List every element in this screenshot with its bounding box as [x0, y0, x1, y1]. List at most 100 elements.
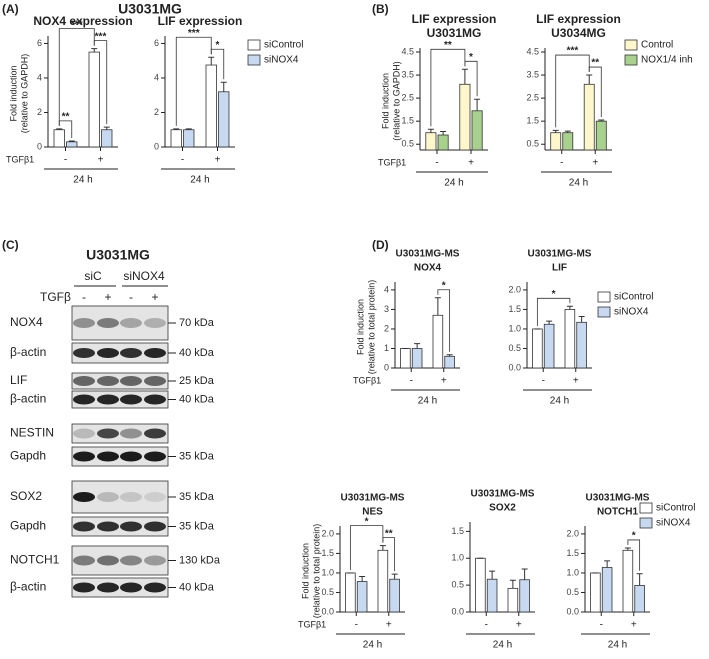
blot-strip	[71, 423, 169, 444]
marker-label: 40 kDa	[179, 393, 215, 405]
blot-group: siC	[84, 269, 102, 283]
blot-row-label: β-actin	[10, 345, 46, 359]
chart-title: U3031MG	[427, 26, 482, 40]
bar	[425, 132, 437, 151]
bar	[519, 579, 530, 613]
y-tick-label: 2	[384, 323, 389, 333]
legend-swatch	[247, 54, 261, 66]
bar	[432, 314, 444, 369]
error-bar	[173, 128, 180, 130]
marker-label: 130 kDa	[179, 554, 221, 566]
blot-band	[97, 394, 119, 405]
y-tick-label: 1.5	[526, 116, 539, 126]
marker-label: 70 kDa	[179, 317, 215, 329]
x-tick-label: +	[573, 376, 579, 387]
blot-row-label: NOTCH1	[10, 553, 60, 567]
lane-label: +	[151, 290, 158, 304]
blot-band	[97, 492, 119, 502]
sig-bracket	[464, 60, 478, 97]
error-bar	[446, 354, 453, 357]
chart-title: NOTCH1	[597, 507, 639, 518]
bar	[356, 581, 368, 613]
sig-label: ***	[71, 19, 83, 30]
error-bar	[624, 547, 631, 551]
x-tick-label: -	[64, 155, 67, 166]
y-tick-label: 0	[384, 362, 389, 372]
y-tick-label: 6	[154, 38, 159, 48]
blot-band	[73, 318, 95, 328]
legend-swatch	[597, 306, 611, 318]
sig-label: **	[591, 58, 599, 69]
x-tick-label: +	[516, 620, 522, 631]
y-tick-label: 1.5	[566, 548, 579, 558]
error-bar	[566, 305, 573, 310]
error-bar	[359, 575, 366, 582]
x-tick-label: -	[542, 376, 545, 387]
blot-band	[73, 492, 95, 502]
blot-band	[120, 582, 142, 593]
y-tick-label: 0.5	[401, 139, 414, 149]
sig-label: ***	[188, 28, 200, 39]
group-label: 24 h	[550, 396, 569, 407]
bar	[583, 83, 595, 151]
error-bar	[220, 81, 227, 92]
bar	[564, 309, 576, 369]
bar	[486, 578, 498, 613]
error-bar	[461, 68, 468, 85]
legend-swatch	[639, 502, 653, 514]
sig-bracket	[58, 28, 95, 126]
marker-label: 25 kDa	[179, 375, 215, 387]
blot-band	[144, 318, 166, 328]
y-tick-label: 4	[154, 72, 159, 82]
error-bar	[546, 320, 553, 325]
y-axis-label: (relative to GAPDH)	[19, 54, 29, 134]
lane-label: -	[129, 290, 133, 304]
legend-swatch	[624, 54, 638, 66]
blot-title: U3031MG	[86, 247, 150, 263]
y-tick-label: 6	[37, 38, 42, 48]
blot-band	[97, 521, 119, 532]
x-tick-label: +	[386, 620, 392, 631]
bar	[101, 129, 113, 148]
bar	[66, 141, 78, 148]
y-tick-label: 2.0	[321, 528, 334, 538]
error-bar	[474, 98, 481, 111]
error-bar	[564, 130, 571, 133]
blot-band	[97, 555, 119, 566]
legend-swatch	[639, 517, 653, 529]
legend-label: siNOX4	[656, 518, 691, 529]
legend-label: siControl	[656, 503, 695, 514]
group-label: 24 h	[444, 178, 463, 189]
y-tick-label: 4	[37, 72, 42, 82]
blot-band	[144, 394, 166, 405]
bar	[562, 132, 574, 151]
x-axis-label: TGFβ1	[6, 154, 34, 164]
marker-label: 35 kDa	[179, 491, 215, 503]
marker-label: 35 kDa	[179, 450, 215, 462]
lane-label: -	[82, 290, 86, 304]
panel-label: (B)	[372, 2, 389, 16]
panel-heading: U3031MG	[118, 1, 182, 17]
bar	[576, 321, 587, 369]
bar	[205, 64, 217, 148]
y-tick-label: 1.5	[401, 116, 414, 126]
error-bar	[391, 573, 398, 580]
y-tick-label: 0.0	[566, 606, 579, 616]
panel-label: (C)	[2, 238, 19, 252]
y-tick-label: 3.5	[526, 69, 539, 79]
bar	[475, 557, 486, 613]
sig-label: *	[469, 52, 473, 63]
bar	[437, 134, 449, 151]
blot-band	[73, 376, 95, 386]
x-tick-label: -	[600, 620, 603, 631]
y-tick-label: 0.0	[451, 606, 464, 616]
legend-swatch	[597, 291, 611, 303]
y-tick-label: 3	[384, 304, 389, 314]
blot-band	[97, 376, 119, 386]
error-bar	[509, 579, 516, 589]
blot-band	[120, 521, 142, 532]
blot-row-label: β-actin	[10, 392, 46, 406]
bar	[170, 129, 182, 148]
blot-band	[120, 376, 142, 386]
chart-title: LIF expression	[158, 14, 243, 28]
